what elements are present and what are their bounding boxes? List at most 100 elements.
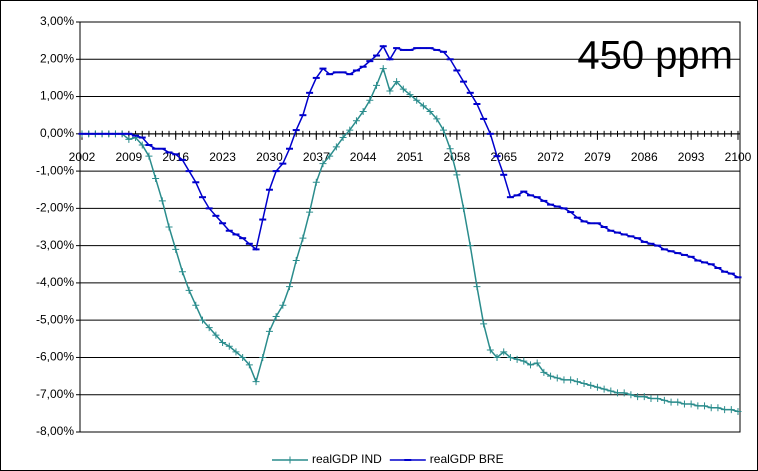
plus-marker: [192, 301, 200, 309]
plot-area: [79, 21, 741, 433]
plus-marker: [272, 312, 280, 320]
x-tick-label: 2086: [631, 150, 658, 164]
plus-marker: [734, 408, 742, 415]
plus-marker: [480, 320, 488, 328]
plus-marker: [473, 283, 481, 291]
plus-marker: [152, 175, 160, 183]
plus-marker: [185, 286, 193, 294]
plus-marker: [205, 324, 213, 332]
y-tick-label: 0,00%: [40, 126, 74, 140]
plus-marker: [158, 197, 166, 205]
plus-marker: [406, 91, 414, 99]
y-tick-label: -8,00%: [36, 424, 74, 438]
plus-marker: [647, 394, 655, 402]
x-tick-label: 2023: [209, 150, 236, 164]
plus-marker: [446, 145, 454, 153]
plus-marker: [245, 361, 253, 369]
x-tick-label: 2051: [397, 150, 424, 164]
plus-marker: [680, 400, 688, 408]
plus-marker: [500, 348, 508, 356]
plus-marker: [265, 327, 273, 335]
y-tick-label: 3,00%: [40, 14, 74, 28]
plus-marker: [339, 134, 347, 142]
plus-marker: [393, 78, 401, 86]
plus-marker: [520, 357, 528, 365]
plus-marker: [580, 380, 588, 388]
plus-marker: [607, 387, 615, 395]
plus-marker: [172, 245, 180, 253]
plus-marker: [299, 234, 307, 242]
x-tick-label: 2093: [678, 150, 705, 164]
plus-marker: [419, 102, 427, 110]
legend-label: realGDP BRE: [430, 452, 504, 466]
plus-marker: [460, 204, 468, 212]
x-tick-label: 2037: [303, 150, 330, 164]
plus-marker: [506, 353, 514, 361]
plus-marker: [332, 143, 340, 151]
plus-marker: [533, 359, 541, 367]
plus-marker: [513, 355, 521, 363]
plus-marker: [219, 339, 227, 347]
x-tick-label: 2009: [116, 150, 143, 164]
plus-marker: [540, 368, 548, 376]
plus-marker: [252, 378, 260, 386]
plus-marker: [286, 283, 294, 291]
x-tick-label: 2058: [444, 150, 471, 164]
y-tick-label: -3,00%: [36, 238, 74, 252]
plus-marker: [286, 456, 294, 464]
plus-marker: [627, 391, 635, 399]
plus-marker: [707, 404, 715, 412]
plus-marker: [701, 402, 709, 410]
plus-marker: [239, 353, 247, 361]
plus-marker: [714, 404, 722, 412]
y-tick-label: -4,00%: [36, 275, 74, 289]
plus-marker: [466, 242, 474, 250]
plus-marker: [687, 400, 695, 408]
y-tick-label: -2,00%: [36, 201, 74, 215]
plus-marker: [486, 346, 494, 354]
x-tick-label: 2079: [584, 150, 611, 164]
plus-marker: [654, 394, 662, 402]
plus-marker: [312, 178, 320, 186]
plus-marker: [426, 107, 434, 115]
plus-marker: [145, 152, 153, 160]
plus-marker: [560, 376, 568, 384]
y-tick-label: -6,00%: [36, 350, 74, 364]
plus-marker: [198, 316, 206, 324]
plus-marker: [433, 115, 441, 123]
plus-marker: [413, 96, 421, 104]
plus-marker: [593, 383, 601, 391]
plus-marker: [634, 393, 642, 401]
plus-marker: [225, 342, 233, 350]
plus-marker: [352, 117, 360, 125]
x-tick-label: 2044: [350, 150, 377, 164]
plus-marker: [526, 361, 534, 369]
annotation: 450 ppm: [577, 34, 733, 78]
plus-marker: [292, 257, 300, 265]
plus-marker: [453, 171, 461, 179]
plus-marker: [567, 376, 575, 384]
y-tick-label: -1,00%: [36, 163, 74, 177]
plus-marker: [694, 402, 702, 410]
plus-marker: [439, 126, 447, 134]
plus-marker: [493, 353, 501, 361]
y-tick-label: 2,00%: [40, 51, 74, 65]
plus-marker: [125, 135, 133, 143]
plus-marker: [326, 152, 334, 160]
plus-marker: [259, 353, 267, 361]
plus-marker: [620, 389, 628, 397]
plus-marker: [547, 372, 555, 380]
plus-marker: [386, 87, 394, 95]
x-tick-label: 2002: [69, 150, 96, 164]
plus-marker: [359, 107, 367, 115]
x-tick-label: 2065: [490, 150, 517, 164]
plus-marker: [587, 381, 595, 389]
y-tick-label: -7,00%: [36, 387, 74, 401]
plus-marker: [178, 268, 186, 276]
plus-marker: [165, 223, 173, 231]
plus-marker: [573, 378, 581, 386]
plus-marker: [279, 301, 287, 309]
plus-marker: [640, 393, 648, 401]
plus-marker: [232, 348, 240, 356]
plus-marker: [319, 160, 327, 168]
